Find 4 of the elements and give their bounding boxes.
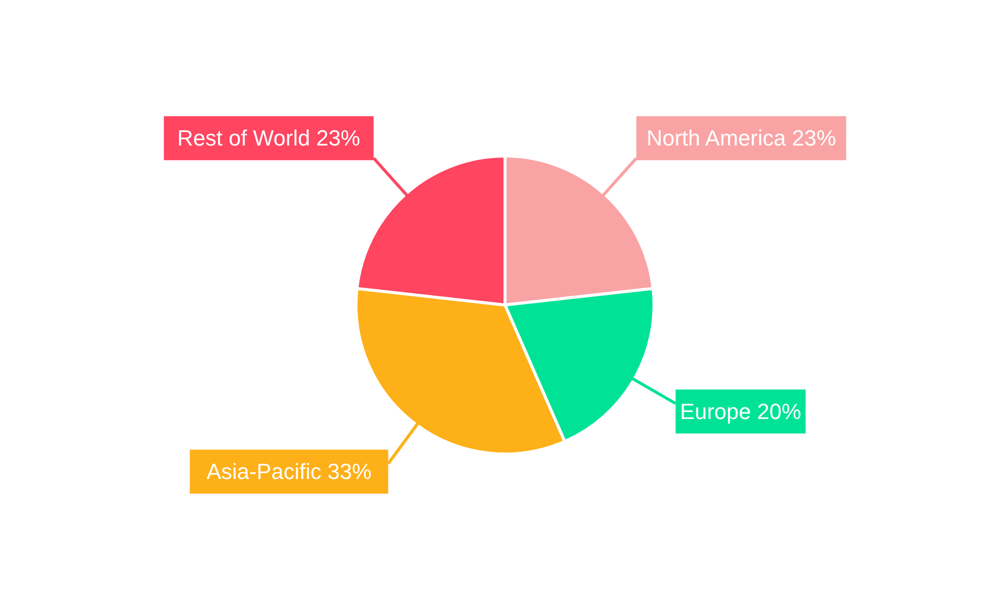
slice-label: Asia-Pacific 33% [206, 459, 372, 484]
slice-label: North America 23% [646, 126, 836, 151]
slice-label: Europe 20% [680, 399, 802, 424]
slice-label: Rest of World 23% [177, 126, 360, 151]
